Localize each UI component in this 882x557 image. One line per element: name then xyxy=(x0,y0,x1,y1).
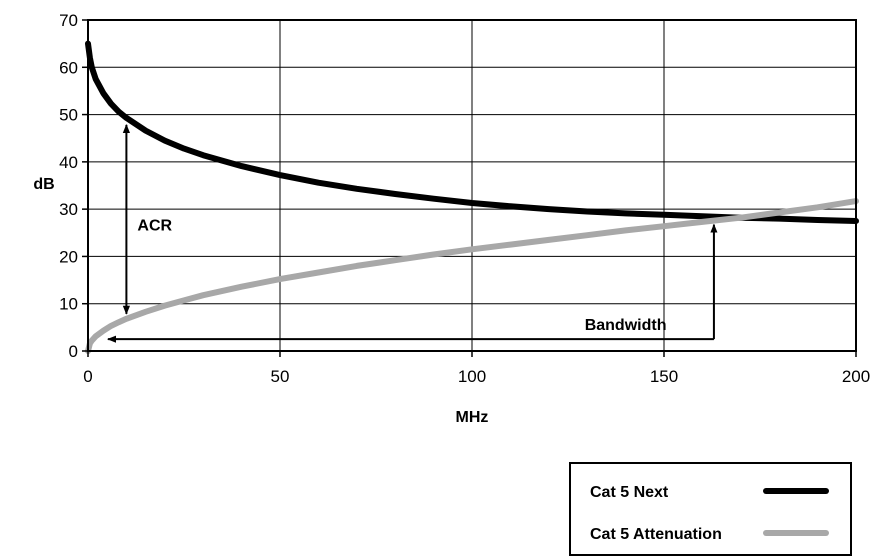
y-tick-label: 30 xyxy=(59,200,78,219)
grid xyxy=(88,20,856,351)
legend: Cat 5 Next Cat 5 Attenuation xyxy=(569,462,852,556)
legend-label-cat5-attenuation: Cat 5 Attenuation xyxy=(590,526,722,543)
y-axis-label: dB xyxy=(33,176,54,193)
ticks: 0 10 20 30 40 50 60 70 0 50 100 150 200 xyxy=(59,11,870,386)
x-tick-label: 0 xyxy=(83,367,92,386)
legend-box xyxy=(569,462,852,556)
series-line-cat5-attenuation xyxy=(85,198,859,354)
acr-label: ACR xyxy=(137,217,172,234)
x-tick-label: 100 xyxy=(458,367,486,386)
annotation-layer: ACR Bandwidth xyxy=(107,123,718,343)
x-tick-label: 150 xyxy=(650,367,678,386)
x-axis-label: MHz xyxy=(456,409,489,426)
y-tick-label: 50 xyxy=(59,106,78,125)
series-layer xyxy=(85,40,859,354)
legend-label-cat5-next: Cat 5 Next xyxy=(590,484,669,501)
series-line-cat5-next xyxy=(85,40,859,224)
y-tick-label: 10 xyxy=(59,295,78,314)
y-tick-label: 70 xyxy=(59,11,78,30)
y-tick-label: 60 xyxy=(59,58,78,77)
x-tick-label: 200 xyxy=(842,367,870,386)
y-tick-label: 40 xyxy=(59,153,78,172)
bandwidth-label: Bandwidth xyxy=(585,317,667,334)
x-tick-label: 50 xyxy=(271,367,290,386)
y-tick-label: 20 xyxy=(59,247,78,266)
y-tick-label: 0 xyxy=(69,342,78,361)
